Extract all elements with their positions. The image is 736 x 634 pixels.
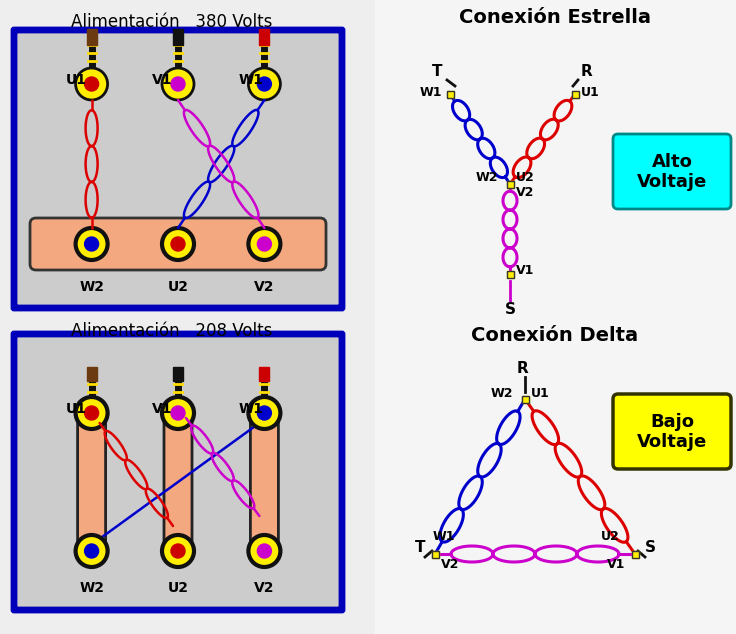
Text: V1: V1: [152, 73, 172, 87]
Text: W1: W1: [238, 73, 263, 87]
FancyBboxPatch shape: [30, 218, 326, 270]
Circle shape: [248, 397, 280, 429]
Text: W2: W2: [79, 280, 104, 294]
Text: U1: U1: [581, 86, 600, 99]
Circle shape: [258, 237, 272, 251]
Text: Conexión Delta: Conexión Delta: [472, 326, 639, 345]
Text: V1: V1: [607, 558, 626, 571]
Text: U2: U2: [601, 530, 620, 543]
Bar: [447, 91, 453, 98]
Text: R: R: [517, 361, 529, 376]
Bar: [631, 550, 639, 557]
Text: S: S: [645, 540, 656, 555]
Text: U1: U1: [66, 73, 87, 87]
Text: Conexión Estrella: Conexión Estrella: [459, 8, 651, 27]
Circle shape: [248, 228, 280, 260]
FancyBboxPatch shape: [77, 410, 105, 554]
FancyBboxPatch shape: [164, 410, 192, 554]
Text: Alimentación   380 Volts: Alimentación 380 Volts: [71, 13, 272, 31]
Bar: [259, 29, 269, 45]
FancyBboxPatch shape: [16, 32, 340, 306]
Bar: [431, 550, 439, 557]
Text: W1: W1: [433, 530, 456, 543]
Text: R: R: [581, 64, 592, 79]
Text: U2: U2: [516, 171, 535, 184]
Bar: [431, 550, 439, 557]
Bar: [173, 29, 183, 45]
Bar: [173, 367, 183, 381]
Circle shape: [162, 228, 194, 260]
Circle shape: [162, 397, 194, 429]
Text: U1: U1: [531, 387, 550, 400]
Text: V2: V2: [441, 558, 459, 571]
Bar: [571, 91, 578, 98]
Circle shape: [171, 77, 185, 91]
Circle shape: [85, 406, 99, 420]
Circle shape: [258, 406, 272, 420]
FancyBboxPatch shape: [16, 336, 340, 608]
Circle shape: [162, 535, 194, 567]
Bar: [506, 271, 514, 278]
Bar: [375, 319, 736, 634]
Bar: [506, 181, 514, 188]
Text: Alimentación   208 Volts: Alimentación 208 Volts: [71, 322, 272, 340]
Circle shape: [248, 68, 280, 100]
Bar: [259, 367, 269, 381]
Text: S: S: [505, 302, 516, 317]
Text: W1: W1: [420, 86, 442, 99]
Bar: [447, 91, 453, 98]
Bar: [87, 29, 96, 45]
Text: T: T: [432, 64, 442, 79]
Bar: [631, 550, 639, 557]
Bar: [506, 271, 514, 278]
Text: W2: W2: [79, 581, 104, 595]
FancyBboxPatch shape: [12, 332, 344, 612]
FancyBboxPatch shape: [613, 394, 731, 469]
Text: W2: W2: [476, 171, 498, 184]
Text: U2: U2: [168, 280, 188, 294]
Bar: [571, 91, 578, 98]
Circle shape: [85, 77, 99, 91]
Text: V2: V2: [254, 581, 275, 595]
Bar: [506, 181, 514, 188]
Circle shape: [258, 544, 272, 558]
Text: V1: V1: [152, 402, 172, 416]
Text: V1: V1: [516, 264, 534, 277]
Circle shape: [171, 237, 185, 251]
Text: Bajo
Voltaje: Bajo Voltaje: [637, 413, 707, 451]
Text: Alto
Voltaje: Alto Voltaje: [637, 153, 707, 191]
Bar: [522, 396, 528, 403]
Text: V2: V2: [516, 186, 534, 199]
Circle shape: [76, 397, 107, 429]
Circle shape: [85, 237, 99, 251]
FancyBboxPatch shape: [250, 410, 278, 554]
Circle shape: [162, 68, 194, 100]
FancyBboxPatch shape: [12, 28, 344, 310]
Circle shape: [76, 68, 107, 100]
Circle shape: [171, 406, 185, 420]
Bar: [522, 396, 528, 403]
Circle shape: [85, 544, 99, 558]
Circle shape: [248, 535, 280, 567]
Circle shape: [171, 544, 185, 558]
Bar: [87, 367, 96, 381]
Text: T: T: [415, 540, 425, 555]
Bar: [375, 0, 736, 319]
Circle shape: [258, 77, 272, 91]
Text: U1: U1: [66, 402, 87, 416]
Circle shape: [76, 535, 107, 567]
Circle shape: [76, 228, 107, 260]
Text: V2: V2: [254, 280, 275, 294]
Text: U2: U2: [168, 581, 188, 595]
Text: W1: W1: [238, 402, 263, 416]
FancyBboxPatch shape: [613, 134, 731, 209]
Text: W2: W2: [491, 387, 514, 400]
